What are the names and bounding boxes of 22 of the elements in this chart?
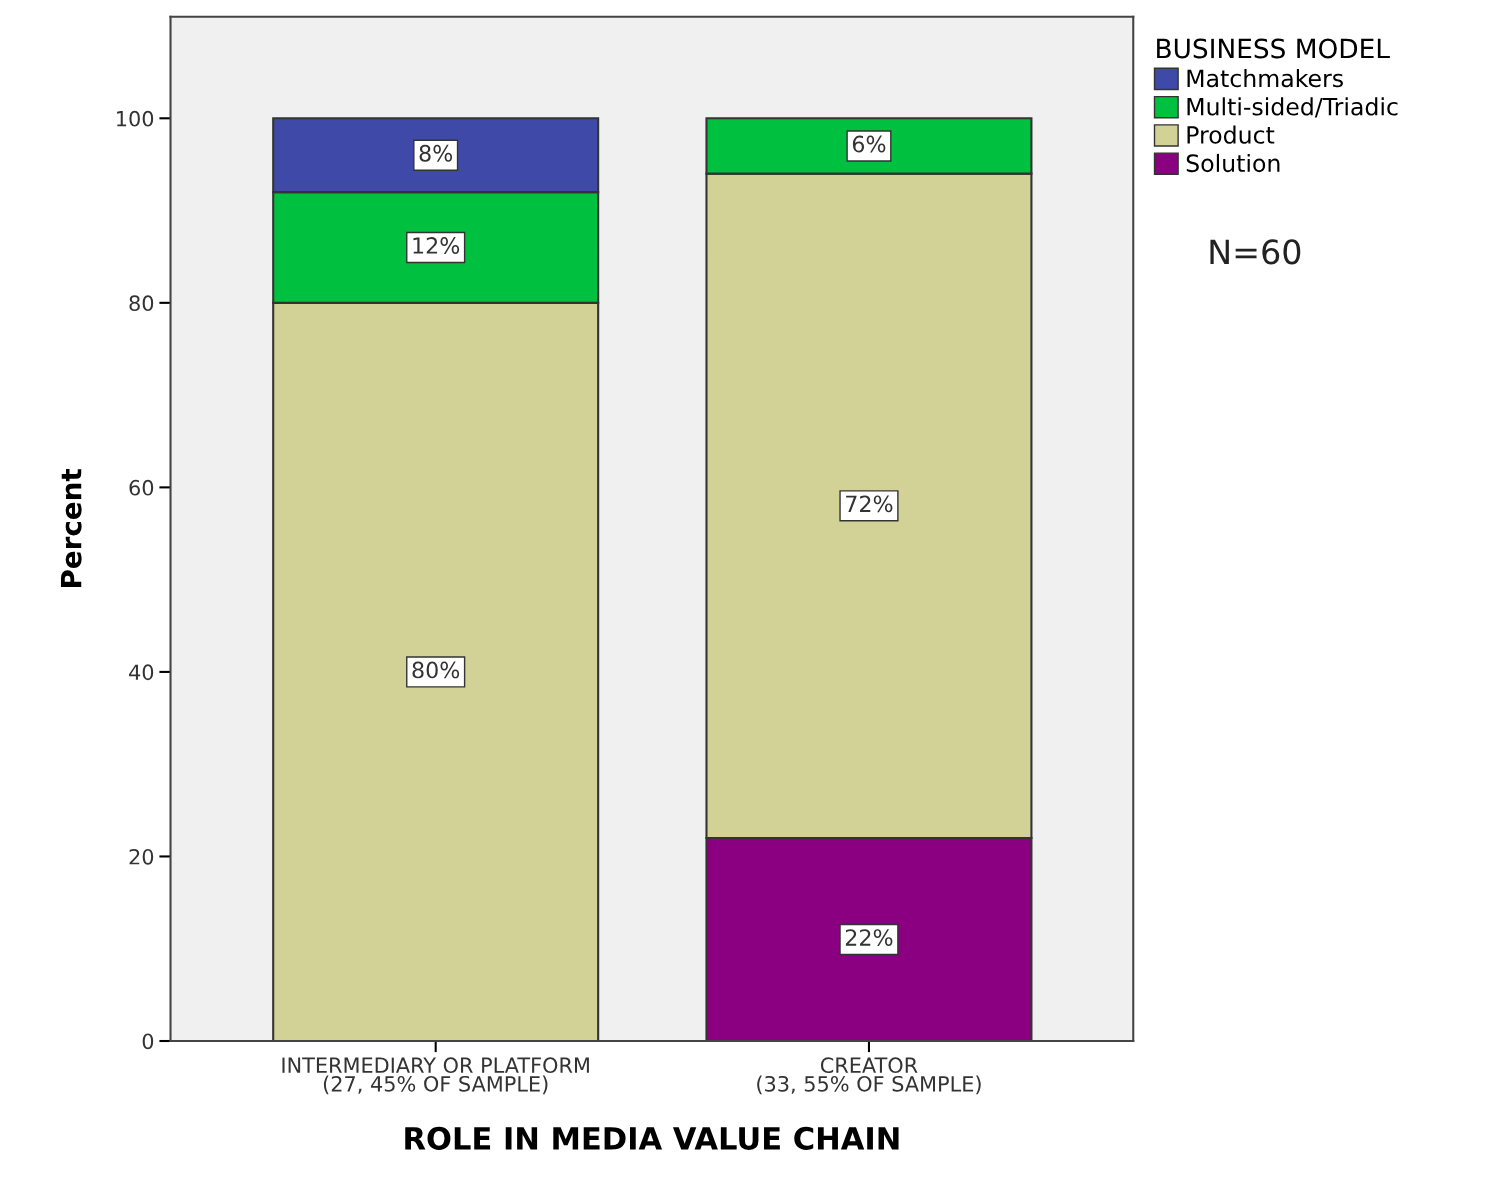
y-tick-label: 80 (129, 295, 154, 312)
y-tick-label: 20 (129, 848, 154, 865)
y-tick-label: 60 (129, 479, 154, 496)
legend-label: Solution (1186, 153, 1280, 173)
data-label: 22% (845, 929, 893, 946)
text: N=60 (1210, 239, 1301, 265)
y-tick-label: 40 (129, 664, 154, 681)
x-axis-title: ROLE IN MEDIA VALUE CHAIN (405, 1126, 899, 1150)
legend-label: Multi-sided/Triadic (1187, 97, 1398, 118)
x-tick-label: CREATOR (33, 55% OF SAMPLE) (757, 1057, 981, 1095)
data-label: 6% (852, 135, 886, 153)
data-label: 12% (413, 237, 460, 254)
legend-label: Matchmakers (1187, 69, 1343, 88)
y-tick-label: 0 (142, 1033, 154, 1050)
data-label: 72% (846, 495, 893, 513)
x-tick-label: INTERMEDIARY OR PLATFORM (27, 45% OF SAMPLE) (282, 1057, 589, 1095)
legend-label: Product (1187, 125, 1275, 144)
data-label: 8% (419, 144, 453, 162)
y-tick-label: 100 (117, 110, 154, 127)
data-label: 80% (412, 661, 460, 679)
legend-title: BUSINESS MODEL (1157, 38, 1390, 59)
y-axis-title: Percent (60, 468, 82, 587)
